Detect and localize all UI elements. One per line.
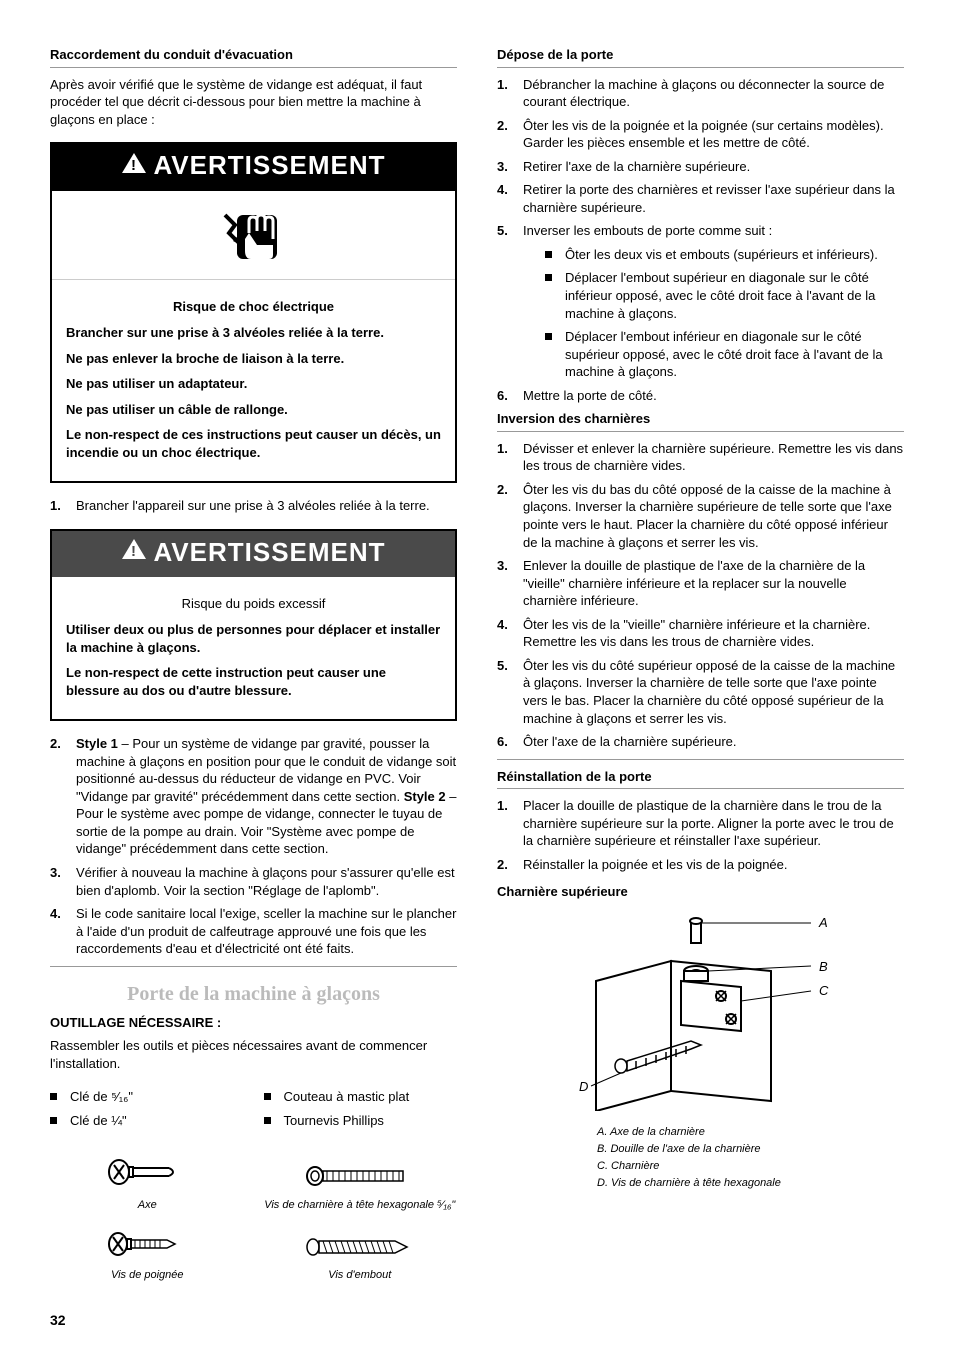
tool-1: Clé de ¼" <box>50 1112 244 1130</box>
diag-label-A: A <box>818 915 828 930</box>
svg-text:!: ! <box>131 543 137 560</box>
hinge-svg: A B C D <box>541 911 861 1111</box>
hw-axe-label: Axe <box>50 1198 245 1213</box>
left-step-3: Vérifier à nouveau la machine à glaçons … <box>50 864 457 899</box>
right-column: Dépose de la porte Débrancher la machine… <box>497 40 904 1330</box>
inv-step-4: Ôter les vis de la "vieille" charnière i… <box>497 616 904 651</box>
tools-title: OUTILLAGE NÉCESSAIRE : <box>50 1014 457 1032</box>
warning-box-shock: ! AVERTISSEMENT Risque de choc électriqu… <box>50 142 457 483</box>
dep-sub-list: Ôter les deux vis et embouts (supérieurs… <box>545 246 904 381</box>
separator-2 <box>497 759 904 760</box>
hw-capscrew: Vis d'embout <box>263 1237 458 1283</box>
warning-sub-2: Risque du poids excessif <box>66 595 441 613</box>
dep-step-6: Mettre la porte de côté. <box>497 387 904 405</box>
charniere-title: Charnière supérieure <box>497 883 904 901</box>
warning-header-2: ! AVERTISSEMENT <box>52 531 455 578</box>
hw-handlescrew-label: Vis de poignée <box>50 1268 245 1283</box>
warning-triangle-icon: ! <box>121 148 147 183</box>
dep-step-5-text: Inverser les embouts de porte comme suit… <box>523 223 772 238</box>
dep-step-5: Inverser les embouts de porte comme suit… <box>497 222 904 380</box>
cap-screw-icon <box>305 1237 415 1257</box>
warn2-line-0: Utiliser deux ou plus de personnes pour … <box>66 621 441 656</box>
inv-step-3: Enlever la douille de plastique de l'axe… <box>497 557 904 610</box>
left-step-4: Si le code sanitaire local l'exige, scel… <box>50 905 457 958</box>
warning-box-weight: ! AVERTISSEMENT Risque du poids excessif… <box>50 529 457 721</box>
warning-body-1: Risque de choc électrique Brancher sur u… <box>52 280 455 481</box>
page-number: 32 <box>50 1311 457 1330</box>
dep-sub-2: Déplacer l'embout inférieur en diagonale… <box>545 328 904 381</box>
inversion-steps: Dévisser et enlever la charnière supérie… <box>497 440 904 751</box>
tools-col-1: Clé de ⁵⁄₁₆" Clé de ¼" <box>50 1082 244 1135</box>
left-step-2: Style 1 – Pour un système de vidange par… <box>50 735 457 858</box>
dep-step-1: Débrancher la machine à glaçons ou décon… <box>497 76 904 111</box>
shock-icon-area <box>52 191 455 281</box>
style1-label: Style 1 <box>76 736 118 751</box>
dep-step-3: Retirer l'axe de la charnière supérieure… <box>497 158 904 176</box>
dep-step-4: Retirer la porte des charnières et revis… <box>497 181 904 216</box>
rein-step-1: Placer la douille de plastique de la cha… <box>497 797 904 850</box>
inv-step-5: Ôter les vis du côté supérieur opposé de… <box>497 657 904 727</box>
left-steps-a: Brancher l'appareil sur une prise à 3 al… <box>50 497 457 515</box>
rein-step-2: Réinstaller la poignée et les vis de la … <box>497 856 904 874</box>
hw-hexscrew: Vis de charnière à tête hexagonale ⁵⁄₁₆" <box>263 1165 458 1213</box>
tool-0: Clé de ⁵⁄₁₆" <box>50 1088 244 1106</box>
left-steps-b: Style 1 – Pour un système de vidange par… <box>50 735 457 958</box>
depose-title: Dépose de la porte <box>497 46 904 68</box>
warning-triangle-icon-2: ! <box>121 534 147 569</box>
warn2-line-1: Le non-respect de cette instruction peut… <box>66 664 441 699</box>
warning-header-1-text: AVERTISSEMENT <box>153 150 385 180</box>
hardware-row-1: Axe Vis de charnière à tête hexagonale ⁵… <box>50 1157 457 1213</box>
depose-steps: Débrancher la machine à glaçons ou décon… <box>497 76 904 405</box>
section-raccordement-intro: Après avoir vérifié que le système de vi… <box>50 76 457 129</box>
dep-sub-1: Déplacer l'embout supérieur en diagonale… <box>545 269 904 322</box>
inv-step-2: Ôter les vis du bas du côté opposé de la… <box>497 481 904 551</box>
hinge-diagram: A B C D <box>497 911 904 1116</box>
separator <box>50 966 457 967</box>
reinstall-title: Réinstallation de la porte <box>497 768 904 790</box>
axe-icon <box>107 1157 187 1187</box>
reinstall-steps: Placer la douille de plastique de la cha… <box>497 797 904 873</box>
hw-axe: Axe <box>50 1157 245 1213</box>
diag-label-D: D <box>579 1079 588 1094</box>
style1-body: – Pour un système de vidange par gravité… <box>76 736 456 804</box>
tool-3: Tournevis Phillips <box>264 1112 458 1130</box>
warn1-line-4: Le non-respect de ces instructions peut … <box>66 426 441 461</box>
left-step-1: Brancher l'appareil sur une prise à 3 al… <box>50 497 457 515</box>
handle-screw-icon <box>107 1231 187 1257</box>
warning-header-2-text: AVERTISSEMENT <box>153 537 385 567</box>
shock-hand-icon <box>219 205 289 269</box>
hw-hexscrew-label: Vis de charnière à tête hexagonale ⁵⁄₁₆" <box>263 1198 458 1213</box>
ghost-section-title: Porte de la machine à glaçons <box>50 981 457 1008</box>
svg-text:!: ! <box>131 157 137 174</box>
warn1-line-0: Brancher sur une prise à 3 alvéoles reli… <box>66 324 441 342</box>
warning-header-1: ! AVERTISSEMENT <box>52 144 455 191</box>
style2-label: Style 2 <box>404 789 446 804</box>
tools-columns: Clé de ⁵⁄₁₆" Clé de ¼" Couteau à mastic … <box>50 1078 457 1139</box>
diag-label-B: B <box>819 959 828 974</box>
inv-step-6: Ôter l'axe de la charnière supérieure. <box>497 733 904 751</box>
inv-step-1: Dévisser et enlever la charnière supérie… <box>497 440 904 475</box>
warn1-line-3: Ne pas utiliser un câble de rallonge. <box>66 401 441 419</box>
dep-sub-0: Ôter les deux vis et embouts (supérieurs… <box>545 246 904 264</box>
caption-A: A. Axe de la charnière <box>497 1125 904 1140</box>
warn1-line-1: Ne pas enlever la broche de liaison à la… <box>66 350 441 368</box>
caption-C: C. Charnière <box>497 1159 904 1174</box>
warn1-line-2: Ne pas utiliser un adaptateur. <box>66 375 441 393</box>
left-column: Raccordement du conduit d'évacuation Apr… <box>50 40 457 1330</box>
tools-intro: Rassembler les outils et pièces nécessai… <box>50 1037 457 1072</box>
warning-sub-1: Risque de choc électrique <box>66 298 441 316</box>
tool-2: Couteau à mastic plat <box>264 1088 458 1106</box>
diag-label-C: C <box>819 983 829 998</box>
dep-step-2: Ôter les vis de la poignée et la poignée… <box>497 117 904 152</box>
warning-body-2: Risque du poids excessif Utiliser deux o… <box>52 577 455 719</box>
caption-D: D. Vis de charnière à tête hexagonale <box>497 1176 904 1191</box>
inversion-title: Inversion des charnières <box>497 410 904 432</box>
caption-B: B. Douille de l'axe de la charnière <box>497 1142 904 1157</box>
hex-screw-icon <box>305 1165 415 1187</box>
tools-col-2: Couteau à mastic plat Tournevis Phillips <box>264 1082 458 1135</box>
hw-capscrew-label: Vis d'embout <box>263 1268 458 1283</box>
section-raccordement-title: Raccordement du conduit d'évacuation <box>50 46 457 68</box>
